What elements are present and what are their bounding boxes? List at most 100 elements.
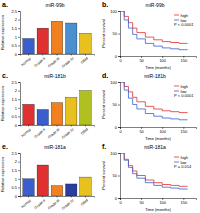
legend-swatch bbox=[174, 91, 179, 92]
p-value: P < 0.0001 bbox=[174, 22, 194, 27]
tick: 50 bbox=[139, 198, 144, 205]
tick: Normal bbox=[20, 54, 32, 67]
panel-label: a. bbox=[2, 1, 8, 8]
bar bbox=[23, 39, 34, 54]
tick: 1.5 bbox=[11, 26, 20, 31]
y-axis: 00.511.522.5 bbox=[11, 80, 20, 128]
tick: 0 bbox=[15, 52, 20, 57]
tick: 0.5 bbox=[11, 114, 20, 119]
tick: 0.5 bbox=[11, 43, 20, 48]
survival-curve bbox=[120, 11, 188, 43]
y-axis: 050100 bbox=[110, 151, 120, 201]
tick: 0.5 bbox=[11, 185, 20, 190]
axis-line bbox=[118, 83, 121, 128]
legend: highlow bbox=[174, 13, 188, 23]
axis-line bbox=[18, 12, 21, 55]
survival-curve bbox=[120, 11, 188, 50]
panel-label: e. bbox=[2, 143, 8, 150]
tick-label: 1.5 bbox=[11, 97, 17, 102]
tick-label: 50 bbox=[113, 173, 118, 178]
tick-mark bbox=[18, 45, 20, 46]
tick-mark bbox=[18, 82, 20, 83]
x-axis-title: Time (months) bbox=[145, 207, 171, 212]
tick-label: Grade III bbox=[47, 199, 60, 211]
tick-label: 0 bbox=[15, 123, 18, 128]
p-value: P < 0.0001 bbox=[174, 93, 194, 98]
plot-area: 00.511.522.5NormalGrade IIGrade IIIGrade… bbox=[11, 80, 94, 140]
tick-mark bbox=[118, 153, 120, 154]
tick-label: Grade III bbox=[47, 57, 60, 69]
tick: Grade III bbox=[47, 125, 60, 140]
axis-line bbox=[18, 154, 21, 197]
tick: 150 bbox=[180, 127, 187, 134]
bars bbox=[23, 91, 91, 125]
panel-label: c. bbox=[2, 72, 8, 79]
bar bbox=[51, 103, 62, 125]
axis-line bbox=[118, 154, 121, 199]
bar bbox=[37, 165, 48, 196]
x-axis-title: Time (months) bbox=[145, 136, 171, 141]
tick-label: 100 bbox=[110, 9, 117, 14]
tick: 150 bbox=[180, 198, 187, 205]
tick-label: 50 bbox=[139, 58, 144, 63]
tick: 100 bbox=[110, 80, 120, 85]
tick-label: 0 bbox=[15, 52, 18, 57]
y-axis-title: Percent survival bbox=[101, 19, 106, 48]
bar bbox=[37, 28, 48, 54]
tick-mark bbox=[18, 11, 20, 12]
y-axis: 050100 bbox=[110, 9, 120, 59]
x-axis-title: Time (months) bbox=[145, 65, 171, 70]
tick: Grade II bbox=[34, 125, 47, 139]
bar bbox=[23, 179, 34, 196]
tick-mark bbox=[18, 116, 20, 117]
tick-label: Grade II bbox=[34, 57, 47, 68]
survival-curve bbox=[120, 82, 188, 120]
tick-label: 100 bbox=[159, 129, 166, 134]
tick-mark bbox=[118, 34, 120, 35]
y-axis-title: Percent survival bbox=[101, 161, 106, 190]
tick-label: 0.5 bbox=[11, 43, 17, 48]
tick-label: 50 bbox=[139, 129, 144, 134]
tick-mark bbox=[85, 196, 86, 198]
tick: 100 bbox=[159, 56, 166, 63]
axis-line bbox=[21, 197, 95, 198]
tick-label: 0.5 bbox=[11, 185, 17, 190]
tick: 2 bbox=[15, 159, 20, 164]
axis-line bbox=[118, 12, 121, 57]
tick-label: 2.5 bbox=[11, 80, 17, 85]
x-axis: 050100150 bbox=[119, 56, 196, 63]
x-axis: 0 50 100 150 bbox=[119, 198, 196, 205]
y-axis: 00.511.522.5 bbox=[11, 9, 20, 57]
panel: c.miR-181b00.511.522.5NormalGrade IIGrad… bbox=[0, 72, 95, 140]
tick-mark bbox=[42, 196, 43, 198]
tick: 50 bbox=[113, 173, 120, 178]
tick-mark bbox=[18, 196, 20, 197]
plot-area: 00.511.522.5NormalGrade IIGrade IIIGrade… bbox=[11, 9, 94, 69]
tick-mark bbox=[118, 82, 120, 83]
legend-swatch bbox=[174, 157, 179, 158]
tick-label: 100 bbox=[159, 200, 166, 205]
tick-mark bbox=[18, 179, 20, 180]
panel: a.miR-99b00.511.522.5NormalGrade IIGrade… bbox=[0, 1, 95, 69]
tick-label: 1.5 bbox=[11, 26, 17, 31]
tick: GBM bbox=[80, 125, 89, 136]
tick: GBM bbox=[80, 196, 89, 207]
tick: 0 bbox=[119, 198, 122, 205]
tick-label: Grade IV bbox=[61, 56, 75, 69]
tick-label: 150 bbox=[180, 129, 187, 134]
tick: Grade IV bbox=[61, 125, 75, 140]
tick-label: Grade III bbox=[47, 128, 60, 140]
tick-label: 0 bbox=[119, 129, 122, 134]
tick-label: GBM bbox=[80, 57, 89, 65]
tick-mark bbox=[42, 54, 43, 56]
bar bbox=[66, 97, 77, 125]
tick-mark bbox=[57, 54, 58, 56]
tick-mark bbox=[18, 170, 20, 171]
x-axis: NormalGrade IIGrade IIIGrade IVGBM bbox=[20, 196, 94, 211]
tick: 1.5 bbox=[11, 168, 20, 173]
tick-mark bbox=[18, 28, 20, 29]
panel: f.miR-181a050100050100150highlowP = 0.01… bbox=[101, 143, 197, 212]
tick-label: 2.5 bbox=[11, 9, 17, 14]
tick-label: GBM bbox=[80, 128, 89, 136]
tick-mark bbox=[118, 105, 120, 106]
